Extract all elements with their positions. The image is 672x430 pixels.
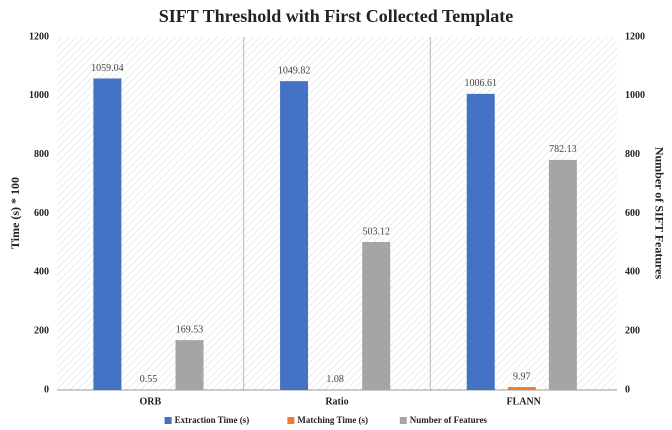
y-tick-label: 800 (34, 149, 49, 160)
bar (362, 241, 391, 390)
legend-swatch (287, 417, 295, 424)
data-label: 169.53 (176, 324, 204, 335)
bar (466, 93, 495, 391)
y2-axis-label: Number of SIFT Features (652, 147, 666, 280)
data-label: 1059.04 (91, 63, 124, 74)
y2-tick-label: 0 (625, 384, 630, 395)
data-label: 1049.82 (278, 65, 311, 76)
data-label: 9.97 (513, 371, 531, 382)
y-tick-label: 600 (34, 208, 49, 219)
bar (548, 159, 577, 390)
data-label: 503.12 (362, 226, 390, 237)
y-tick-label: 200 (34, 325, 49, 336)
y2-tick-label: 400 (625, 267, 640, 278)
y-axis-label: Time (s) * 100 (8, 177, 22, 249)
bar (280, 81, 309, 390)
y2-tick-label: 600 (625, 208, 640, 219)
legend-swatch (399, 417, 407, 424)
x-tick-label: FLANN (506, 396, 541, 407)
y2-tick-label: 800 (625, 149, 640, 160)
chart-title: SIFT Threshold with First Collected Temp… (159, 6, 514, 26)
data-label: 782.13 (549, 144, 577, 155)
bar (507, 387, 536, 390)
data-label: 1006.61 (464, 78, 497, 89)
data-label: 1.08 (326, 374, 344, 385)
y2-tick-label: 200 (625, 325, 640, 336)
legend-label: Matching Time (s) (297, 415, 368, 425)
legend-swatch (164, 417, 172, 424)
y2-tick-label: 1200 (625, 31, 645, 42)
bar (93, 78, 122, 391)
y2-tick-label: 1000 (625, 90, 645, 101)
y-tick-label: 400 (34, 267, 49, 278)
plot-background (57, 37, 617, 390)
y-tick-label: 1000 (29, 90, 49, 101)
x-tick-label: ORB (139, 396, 161, 407)
y-tick-label: 0 (44, 384, 49, 395)
x-tick-label: Ratio (325, 396, 348, 407)
legend-label: Number of Features (410, 415, 488, 425)
data-label: 0.55 (140, 374, 158, 385)
y-tick-label: 1200 (29, 31, 49, 42)
legend-label: Extraction Time (s) (175, 415, 250, 425)
bar (175, 340, 204, 390)
